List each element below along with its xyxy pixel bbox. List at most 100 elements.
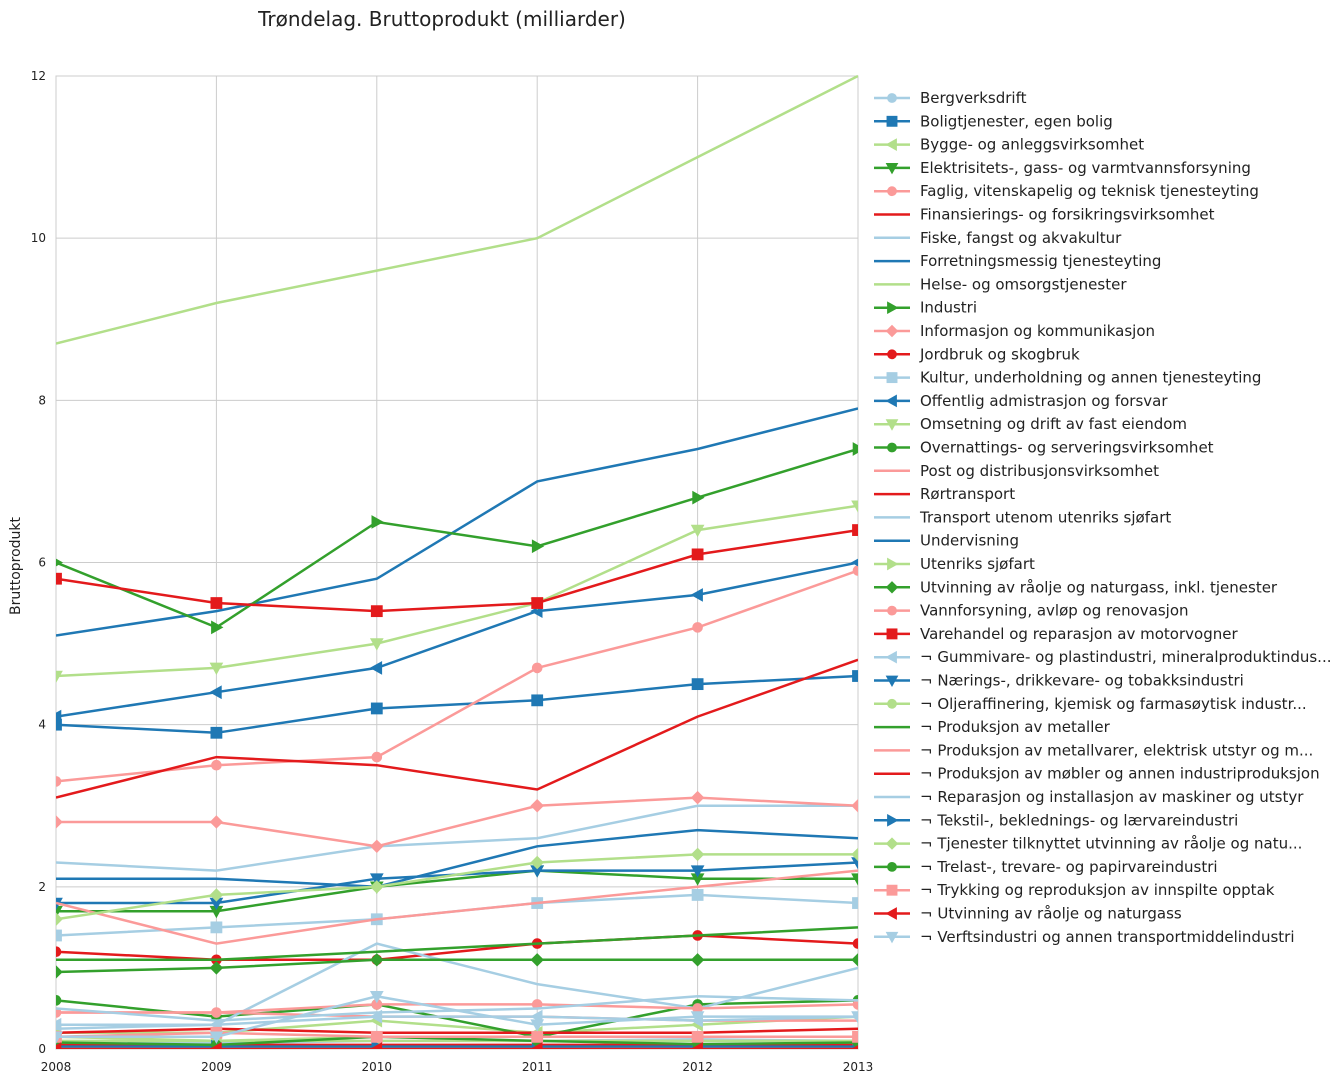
legend-item: Faglig, vitenskapelig og teknisk tjenest… [874,182,1259,200]
legend-item: Omsetning og drift av fast eiendom [874,415,1187,433]
series-line [56,934,858,962]
y-tick-label: 10 [31,231,46,245]
x-tick-label: 2012 [682,1060,713,1074]
data-point [852,565,858,576]
series-line [56,926,858,962]
legend-label: ¬ Trykking og reproduksjon av innspilte … [920,881,1275,899]
legend-item: ¬ Nærings-, drikkevare- og tobakksindust… [874,672,1244,690]
data-point [209,888,224,902]
legend-item: Helse- og omsorgstjenester [874,275,1127,293]
series-6 [56,658,858,799]
data-point [886,884,898,896]
data-point [530,855,544,870]
data-point [690,588,703,602]
data-point [56,1007,62,1018]
legend-label: ¬ Oljeraffinering, kjemisk og farmasøyti… [920,695,1307,713]
series-line [56,869,858,945]
data-point [887,605,897,616]
series-line [56,1031,858,1039]
legend-item: Fiske, fangst og akvakultur [874,229,1122,247]
series-23 [56,999,858,1018]
legend-item: Vannforsyning, avløp og renovasjon [874,602,1189,620]
data-point [56,670,63,684]
y-tick-label: 6 [38,556,46,570]
data-point [530,799,544,813]
legend-label: Varehandel og reparasjon av motorvogner [920,625,1238,643]
legend-item: Utenriks sjøfart [874,555,1035,573]
data-point [56,1031,63,1044]
series-line [56,74,858,345]
legend-item: ¬ Reparasjon og installasjon av maskiner… [874,788,1304,806]
legend-label: Elektrisitets-, gass- og varmtvannsforsy… [920,159,1251,177]
data-point [885,650,897,664]
legend: Bergverksdrift Boligtjenester, egen bolig… [874,89,1331,946]
data-point [211,759,222,771]
data-point [56,1042,62,1049]
legend-label: Transport utenom utenriks sjøfart [919,508,1171,526]
data-point [690,1011,705,1024]
data-point [370,605,383,618]
legend-item: Informasjon og kommunikasjon [874,322,1155,340]
data-point [370,1030,383,1043]
series-line [56,995,858,1039]
legend-item: Boligtjenester, egen bolig [874,112,1113,130]
y-tick-label: 4 [38,718,46,732]
legend-label: ¬ Tjenester tilknyttet utvinning av råol… [920,835,1302,853]
data-point [56,718,62,731]
data-point [210,921,223,934]
data-point [209,1031,224,1044]
legend-label: Bygge- og anleggsvirksomhet [920,136,1144,154]
data-point [851,847,858,862]
data-point [885,419,899,431]
legend-item: Offentlig admistrasjon og forsvar [874,392,1168,410]
legend-item: Rørtransport [874,485,1015,503]
data-point [690,1042,703,1049]
data-point [852,1030,858,1043]
legend-label: Offentlig admistrasjon og forsvar [920,392,1168,410]
legend-item: Industri [874,299,977,317]
data-point [209,1042,222,1049]
data-point [887,301,899,315]
data-point [886,115,898,127]
series-8 [56,407,858,637]
legend-item: Overnattings- og serveringsvirksomhet [874,439,1214,457]
series-line [56,1035,858,1047]
data-point [851,857,858,870]
data-point [851,953,858,967]
series-28 [56,926,858,962]
legend-item: Bygge- og anleggsvirksomhet [874,136,1144,154]
y-axis-label: Bruttoprodukt [8,516,24,615]
y-tick-label: 8 [38,393,46,407]
legend-label: Industri [920,299,977,317]
legend-label: Jordbruk og skogbruk [919,345,1080,363]
data-point [209,961,224,975]
y-tick-label: 2 [38,880,46,894]
data-point [371,515,384,529]
data-point [885,163,899,175]
x-tick-label: 2009 [201,1060,232,1074]
series-group [56,74,858,1049]
legend-label: Omsetning og drift av fast eiendom [920,415,1187,433]
data-point [56,946,62,957]
data-point [531,1030,544,1043]
data-point [887,862,897,872]
legend-label: ¬ Produksjon av metallvarer, elektrisk u… [920,741,1313,759]
legend-label: Helse- og omsorgstjenester [920,275,1127,293]
data-point [887,813,899,827]
data-point [211,1007,222,1018]
legend-label: ¬ Trelast-, trevare- og papirvareindustr… [920,858,1218,876]
data-point [210,597,223,609]
data-point [885,675,899,688]
series-line [56,804,858,872]
data-point [887,186,897,197]
legend-label: Kultur, underholdning og annen tjenestey… [920,369,1261,387]
data-point [886,628,898,640]
legend-item: Post og distribusjonsvirksomhet [874,462,1159,480]
legend-item: Bergverksdrift [874,89,1027,107]
data-point [885,138,897,151]
y-tick-label: 12 [31,69,46,83]
series-5 [56,565,858,787]
data-point [371,751,383,763]
data-point [210,726,223,739]
